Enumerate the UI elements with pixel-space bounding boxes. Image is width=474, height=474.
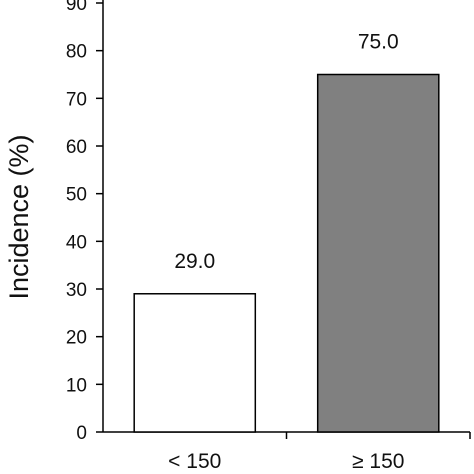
y-tick-label: 0 [76, 423, 87, 444]
y-tick-label: 80 [66, 42, 87, 63]
x-category-label: ≥ 150 [352, 450, 404, 473]
y-tick-label: 30 [66, 280, 87, 301]
labels: 29.0 < 150 75.0 ≥ 150 [168, 31, 404, 474]
y-axis-label: Incidence (%) [4, 134, 34, 299]
bar [316, 73, 440, 433]
axes: 0 10 20 30 40 50 60 70 80 90 [66, 0, 471, 444]
y-tick-label: 40 [66, 232, 87, 253]
x-category-label: < 150 [168, 450, 221, 473]
y-tick-label: 10 [66, 375, 87, 396]
data-label: 75.0 [358, 31, 399, 54]
bars [133, 73, 440, 433]
data-label: 29.0 [174, 250, 215, 273]
y-tick-label: 70 [66, 89, 87, 110]
y-tick-label: 90 [66, 0, 87, 15]
y-tick-label: 20 [66, 328, 87, 349]
y-tick-label: 50 [66, 185, 87, 206]
bar [133, 293, 257, 433]
y-tick-label: 60 [66, 137, 87, 158]
